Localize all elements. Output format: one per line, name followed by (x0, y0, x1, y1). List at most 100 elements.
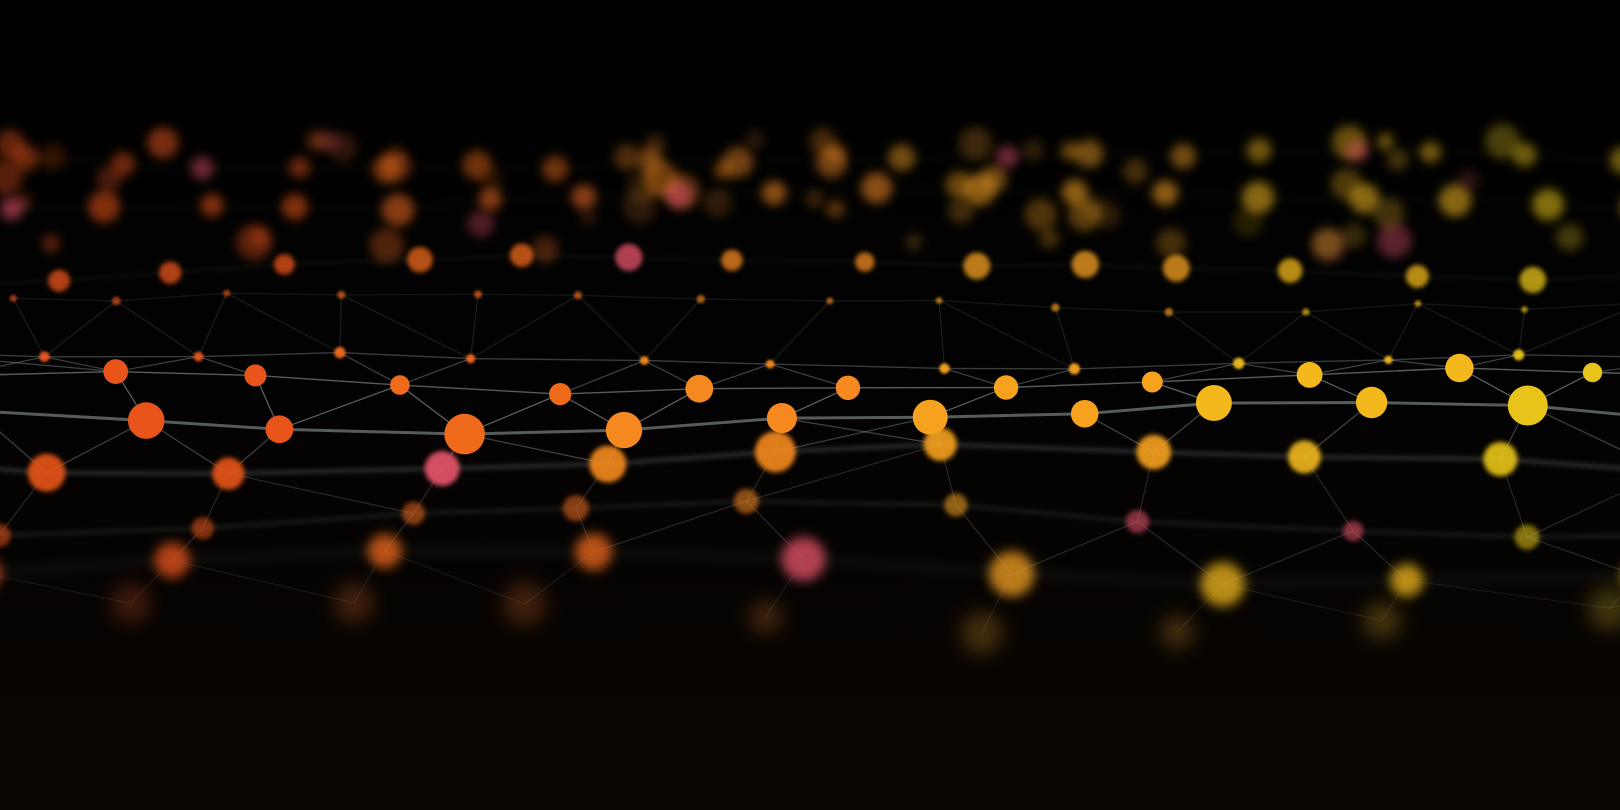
mesh-node (212, 457, 245, 490)
mesh-node (1513, 349, 1525, 361)
mesh-node (721, 249, 743, 271)
mesh-node (1507, 385, 1548, 426)
mesh-node (111, 296, 121, 306)
mesh-node (407, 246, 433, 273)
bokeh-node (1024, 198, 1057, 231)
mesh-link (1222, 530, 1354, 585)
mesh-link (470, 294, 479, 359)
mesh-node (963, 173, 996, 206)
bokeh-node (1376, 133, 1394, 151)
mesh-node (1414, 300, 1422, 307)
mesh-node (1070, 400, 1099, 428)
mesh-node (502, 582, 547, 626)
mesh-node (154, 542, 190, 579)
bokeh-node (1156, 228, 1186, 259)
bokeh-node (745, 130, 764, 150)
mesh-link (1309, 359, 1389, 376)
mesh-node (1521, 306, 1528, 313)
mesh-node (27, 453, 66, 492)
mesh-node (479, 187, 502, 211)
mesh-node (9, 294, 17, 302)
mesh-link (1526, 492, 1620, 538)
mesh-link (775, 416, 931, 453)
mesh-node (761, 180, 787, 206)
mesh-node (722, 146, 754, 178)
mesh-link (172, 559, 355, 604)
mesh-node (826, 297, 834, 305)
mesh-link (115, 356, 199, 373)
mesh-node (1068, 363, 1080, 375)
bokeh-node (905, 233, 923, 251)
mesh-node (765, 359, 775, 369)
mesh-node (1483, 442, 1518, 477)
mesh-node (1346, 140, 1369, 163)
mesh-node (615, 243, 643, 271)
mesh-node (12, 144, 39, 172)
mesh-link (559, 359, 645, 395)
bokeh-node (1311, 228, 1343, 260)
mesh-node (265, 415, 294, 444)
mesh-node (1152, 180, 1179, 206)
mesh-link (470, 294, 579, 360)
mesh-link (44, 300, 117, 358)
bokeh-node (1485, 123, 1520, 159)
bokeh-node (805, 190, 824, 209)
mesh-node (589, 445, 627, 483)
mesh-node (1438, 184, 1472, 217)
mesh-node (88, 190, 120, 223)
mesh-link (115, 300, 199, 358)
mesh-node (1061, 179, 1088, 206)
mesh-link (1406, 579, 1610, 609)
mesh-node (696, 294, 705, 304)
mesh-node (960, 612, 1003, 654)
mesh-node (462, 150, 492, 180)
mesh-node (1362, 601, 1402, 640)
mesh-link (341, 294, 471, 360)
mesh-node (989, 551, 1035, 597)
mesh-node (1349, 183, 1380, 214)
mesh-link-row (0, 549, 1620, 586)
mesh-link-row (0, 254, 1620, 283)
mesh-link (1592, 368, 1620, 374)
bokeh-node (467, 210, 495, 238)
mesh-link-row (0, 602, 1620, 634)
mesh-node (110, 151, 136, 177)
mesh-node (1419, 141, 1442, 164)
mesh-node (337, 290, 346, 299)
mesh-link (0, 360, 116, 373)
mesh-node (200, 193, 224, 217)
mesh-link (577, 294, 645, 361)
mesh-link (1518, 309, 1526, 355)
bokeh-node (948, 197, 975, 224)
mesh-link (1305, 311, 1389, 361)
mesh-node (1514, 524, 1540, 550)
mesh-node (127, 402, 165, 439)
mesh-link (0, 356, 45, 367)
mesh-node (0, 523, 11, 547)
mesh-link-row (0, 149, 1620, 171)
mesh-node (1445, 353, 1474, 383)
mesh-node (1302, 308, 1310, 316)
mesh-node (1160, 615, 1194, 649)
mesh-node (1233, 357, 1245, 369)
mesh-link (938, 299, 1075, 370)
mesh-node (473, 290, 483, 299)
mesh-node (289, 157, 311, 179)
mesh-node (444, 413, 485, 455)
mesh-link (1527, 404, 1620, 450)
bokeh-node (328, 133, 357, 162)
mesh-node (1532, 188, 1564, 221)
mesh-node (815, 147, 847, 179)
mesh-node (1136, 434, 1172, 470)
bokeh-node (369, 228, 404, 263)
bokeh-node (41, 234, 60, 253)
mesh-link (1168, 311, 1240, 364)
mesh-node (1125, 509, 1149, 534)
mesh-node (562, 495, 589, 522)
bokeh-node (579, 208, 598, 226)
mesh-node (861, 172, 893, 204)
mesh-node (766, 403, 798, 434)
bokeh-node (1039, 228, 1060, 249)
mesh-node (334, 346, 346, 359)
